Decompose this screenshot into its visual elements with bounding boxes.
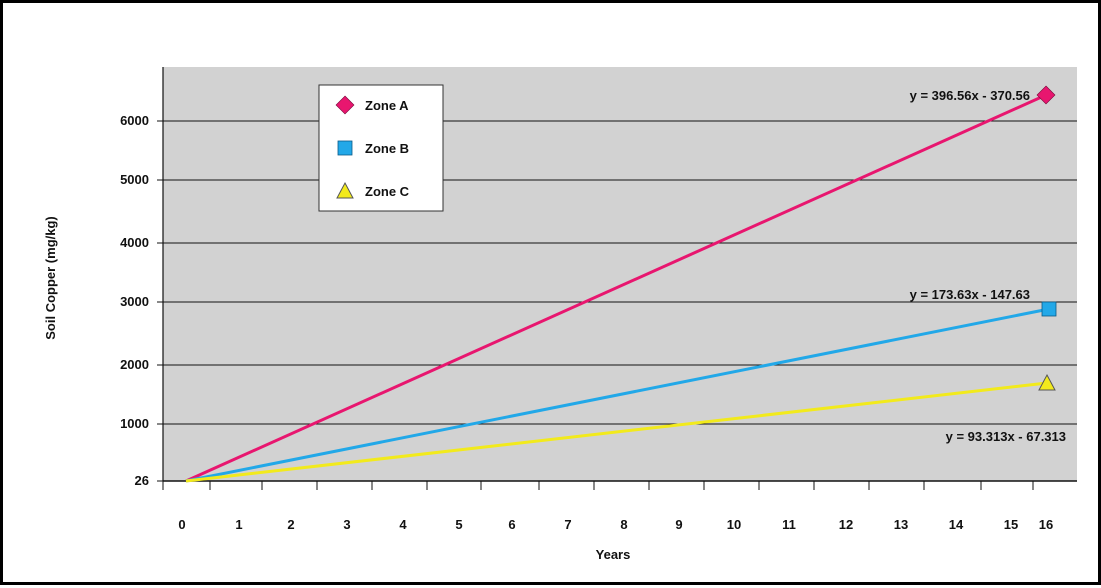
equation-label: y = 93.313x - 67.313 <box>946 429 1066 444</box>
legend-marker <box>335 95 355 115</box>
y-tick-label: 6000 <box>120 113 149 128</box>
equation-label: y = 173.63x - 147.63 <box>910 287 1030 302</box>
legend-marker <box>336 181 354 199</box>
x-tick-label: 13 <box>894 517 908 532</box>
x-tick-label: 2 <box>287 517 294 532</box>
x-tick-label: 7 <box>564 517 571 532</box>
series-line-zone-b <box>185 307 1050 483</box>
y-tick-label: 1000 <box>120 416 149 431</box>
x-tick-label: 10 <box>727 517 741 532</box>
x-tick-label: 6 <box>508 517 515 532</box>
x-tick-label: 15 <box>1004 517 1018 532</box>
y-tick-label: 2000 <box>120 357 149 372</box>
legend-marker <box>337 140 353 156</box>
x-axis-title: Years <box>596 547 631 562</box>
series-line-zone-c <box>185 381 1048 483</box>
x-tick-label: 3 <box>343 517 350 532</box>
x-tick-label: 8 <box>620 517 627 532</box>
x-tick-label: 9 <box>675 517 682 532</box>
series-line-zone-a <box>185 93 1047 483</box>
series-group <box>185 85 1057 483</box>
series-marker-zone-c <box>1038 373 1056 391</box>
legend-label: Zone A <box>365 98 409 113</box>
y-tick-label: 3000 <box>120 294 149 309</box>
x-tick-label: 16 <box>1039 517 1053 532</box>
y-axis-title: Soil Copper (mg/kg) <box>43 216 58 340</box>
x-tick-label: 14 <box>949 517 964 532</box>
y-tick-label: 4000 <box>120 235 149 250</box>
x-tick-label: 11 <box>782 517 796 532</box>
equation-labels: y = 396.56x - 370.56 y = 173.63x - 147.63… <box>910 88 1066 444</box>
x-tick-label: 12 <box>839 517 853 532</box>
series-marker-zone-b <box>1041 301 1057 317</box>
plot-area <box>163 67 1077 481</box>
legend-label: Zone C <box>365 184 410 199</box>
x-tick-label: 0 <box>178 517 185 532</box>
legend: Zone A Zone B Zone C <box>318 84 444 212</box>
x-tick-label: 4 <box>399 517 407 532</box>
y-tick-label: 5000 <box>120 172 149 187</box>
gridlines <box>163 120 1077 425</box>
y-tick-label: 26 <box>135 473 149 488</box>
equation-label: y = 396.56x - 370.56 <box>910 88 1030 103</box>
series-marker-zone-a <box>1036 85 1056 105</box>
x-tick-label: 5 <box>455 517 462 532</box>
x-tick-label: 1 <box>235 517 242 532</box>
legend-label: Zone B <box>365 141 409 156</box>
